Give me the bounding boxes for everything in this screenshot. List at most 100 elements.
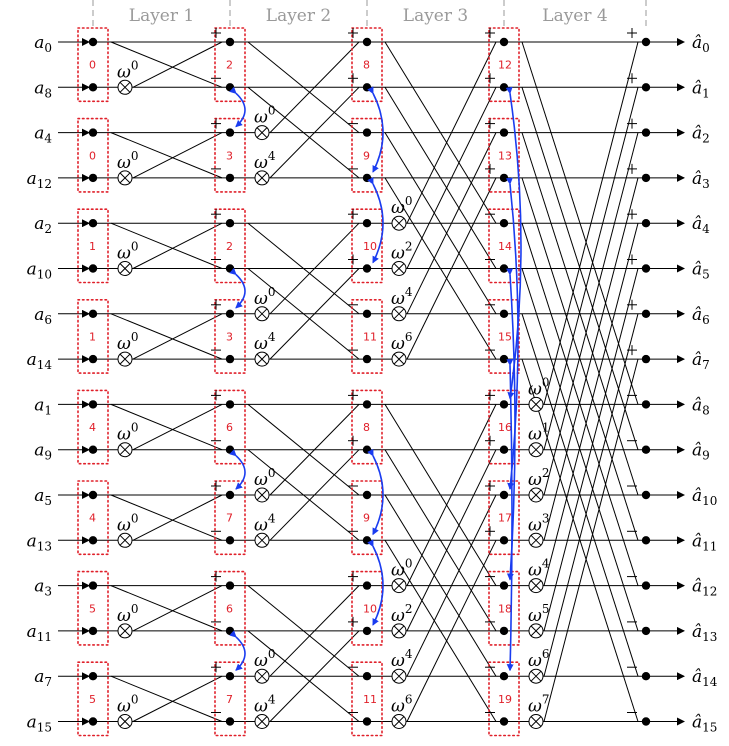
twiddle-factor: ω4 xyxy=(254,511,276,535)
butterfly-cross xyxy=(543,268,639,632)
node-dot xyxy=(225,128,235,137)
node-dot xyxy=(499,264,509,273)
node-dot xyxy=(88,37,98,47)
twiddle-factor: ω0 xyxy=(528,375,550,399)
butterfly-cross xyxy=(110,675,223,722)
node-dot xyxy=(641,717,651,726)
output-label: â2 xyxy=(692,124,710,146)
otimes-icon xyxy=(256,534,268,546)
stage-box xyxy=(488,389,520,465)
otimes-icon xyxy=(119,172,131,184)
node-dot xyxy=(88,83,98,92)
swap-arrow xyxy=(506,359,514,672)
twiddle-factor: ω0 xyxy=(117,511,139,535)
box-number: 3 xyxy=(226,149,233,162)
butterfly-cross xyxy=(406,41,497,224)
stage-box xyxy=(351,298,383,374)
node-dot xyxy=(225,717,235,726)
input-label: a10 xyxy=(27,260,52,282)
output-label: â1 xyxy=(692,78,710,100)
butterfly-cross xyxy=(406,177,497,360)
stage-box xyxy=(351,117,383,193)
node-dot xyxy=(362,400,372,409)
node-dot xyxy=(499,626,509,636)
stage-box xyxy=(351,27,383,103)
stage-box xyxy=(77,117,109,193)
swap-arrow xyxy=(367,448,384,536)
output-label: â15 xyxy=(692,713,717,735)
box-number: 0 xyxy=(89,59,96,72)
box-number: 8 xyxy=(363,421,370,434)
node-dot xyxy=(362,717,372,726)
node-dot xyxy=(641,264,651,273)
node-dot xyxy=(88,490,98,500)
node-dot xyxy=(499,37,509,47)
box-number: 8 xyxy=(363,59,370,72)
node-dot xyxy=(641,445,651,454)
butterfly-cross xyxy=(543,358,639,722)
stage-box xyxy=(77,480,109,556)
output-label: â14 xyxy=(692,667,718,689)
node-dot xyxy=(641,581,651,590)
node-dot xyxy=(641,536,651,545)
node-dot xyxy=(88,219,98,228)
swap-arrows xyxy=(229,86,522,672)
node-dot xyxy=(88,626,98,636)
node-dot xyxy=(88,128,98,137)
node-dot xyxy=(225,309,235,318)
wires xyxy=(58,38,685,726)
otimes-icon xyxy=(530,670,542,682)
otimes-icon xyxy=(530,399,542,410)
box-number: 15 xyxy=(498,330,512,343)
node-dot xyxy=(362,445,372,454)
stage-box xyxy=(351,661,383,737)
otimes-icon xyxy=(393,670,405,682)
twiddle-factors: ω0 ω0 ω0 ω0 ω0 ω0 ω0 ω0 ω0 ω4 ω0 ω4 ω0 ω4 ω0 ω4 ω0 ω2 ω4 ω6… xyxy=(117,58,550,729)
butterfly-cross xyxy=(406,132,497,315)
node-dot xyxy=(499,128,509,137)
node-dot xyxy=(225,173,235,183)
stage-box xyxy=(77,389,109,465)
stage-box xyxy=(351,208,383,284)
twiddle-factor: ω2 xyxy=(391,602,413,626)
otimes-icon xyxy=(119,353,131,365)
otimes-icon xyxy=(256,670,268,682)
swap-arrow xyxy=(229,267,246,309)
node-dot xyxy=(362,173,372,183)
input-label: a12 xyxy=(27,169,52,191)
box-number: 13 xyxy=(498,149,512,162)
twiddle-factor: ω0 xyxy=(391,194,413,218)
twiddle-factor: ω0 xyxy=(117,240,139,264)
otimes-icon xyxy=(393,263,405,274)
node-dot xyxy=(362,309,372,318)
box-number: 3 xyxy=(226,330,233,343)
node-dot xyxy=(641,83,651,92)
butterfly-cross xyxy=(406,449,497,632)
stage-box xyxy=(488,570,520,646)
stage-box xyxy=(77,27,109,103)
box-number: 11 xyxy=(363,693,377,706)
node-dot xyxy=(499,445,509,454)
node-dot xyxy=(225,672,235,681)
twiddle-factor: ω4 xyxy=(254,330,276,354)
input-label: a6 xyxy=(34,305,52,327)
stage-box xyxy=(488,480,520,556)
butterfly-cross xyxy=(269,222,360,315)
twiddle-factor: ω4 xyxy=(254,693,276,717)
swap-arrow xyxy=(229,86,246,128)
box-number: 1 xyxy=(89,240,96,253)
butterfly-cross xyxy=(110,494,223,541)
output-label: â0 xyxy=(692,33,710,55)
box-number: 9 xyxy=(363,149,370,162)
box-number: 5 xyxy=(89,602,96,615)
io-labels: a0 a8 a4 a12 a2 a10 a6 a14 a1 a9 a5 a13 a3 a11 a7 a15 â0… xyxy=(27,33,718,735)
butterfly-cross xyxy=(110,585,223,632)
butterfly-cross xyxy=(406,494,497,677)
node-dot xyxy=(362,264,372,273)
node-dot xyxy=(362,581,372,590)
otimes-icon xyxy=(530,716,542,727)
butterfly-cross xyxy=(543,313,639,677)
stage-box xyxy=(351,480,383,556)
butterfly-cross xyxy=(543,132,639,496)
